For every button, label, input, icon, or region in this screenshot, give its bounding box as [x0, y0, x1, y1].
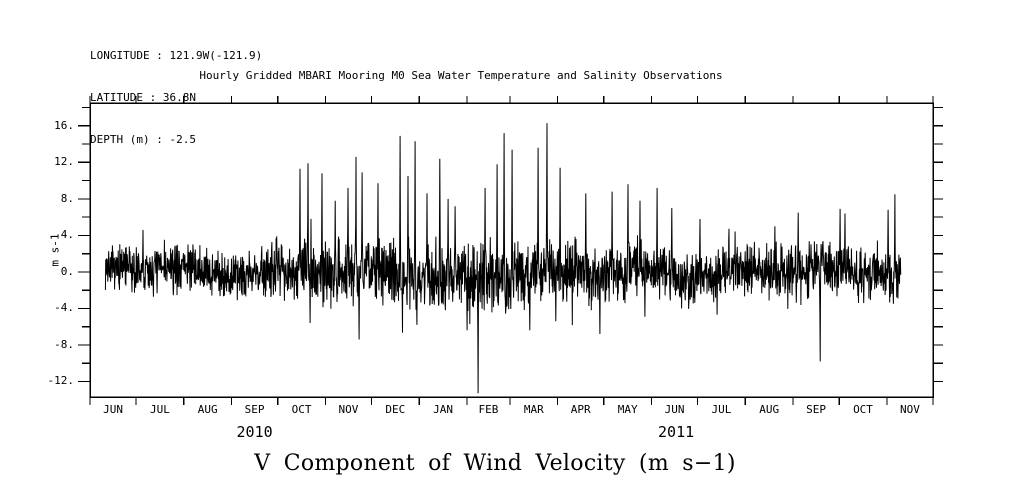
x-year-label: 2010 — [236, 423, 273, 441]
x-month-label: JUL — [711, 403, 732, 416]
wind-velocity-series-line — [104, 123, 902, 394]
x-month-label: FEB — [478, 403, 499, 416]
x-month-label: OCT — [291, 403, 312, 416]
x-month-label: AUG — [759, 403, 780, 416]
y-tick-label: 4. — [60, 228, 74, 242]
x-month-label: MAY — [617, 403, 638, 416]
x-month-label: APR — [570, 403, 591, 416]
header-metadata: LONGITUDE : 121.9W(-121.9) LATITUDE : 36… — [90, 21, 262, 175]
longitude-readout: LONGITUDE : 121.9W(-121.9) — [90, 49, 263, 62]
x-month-label: NOV — [338, 403, 359, 416]
y-tick-label: -8. — [54, 337, 74, 351]
latitude-readout: LATITUDE : 36.8N — [90, 91, 196, 104]
x-month-label: MAR — [523, 403, 544, 416]
y-tick-label: -12. — [47, 374, 75, 388]
x-month-label: SEP — [806, 403, 827, 416]
x-month-label: NOV — [899, 403, 920, 416]
x-month-label: OCT — [853, 403, 873, 416]
y-tick-label: 0. — [60, 264, 74, 278]
x-month-label: SEP — [244, 403, 265, 416]
x-month-label: JUL — [150, 403, 170, 416]
y-tick-label: 12. — [54, 155, 74, 169]
plot-title: Hourly Gridded MBARI Mooring M0 Sea Wate… — [199, 69, 723, 82]
x-month-label: JUN — [664, 403, 685, 416]
y-tick-label: -4. — [54, 301, 74, 315]
plot-frame — [89, 102, 934, 398]
x-month-label: JUN — [103, 403, 123, 416]
variable-title: V Component of Wind Velocity (m s−1) — [254, 451, 736, 476]
depth-readout: DEPTH (m) : -2.5 — [90, 133, 196, 146]
x-month-label: AUG — [197, 403, 218, 416]
y-tick-label: 8. — [60, 191, 74, 205]
x-month-label: DEC — [385, 403, 406, 416]
x-year-label: 2011 — [658, 423, 695, 441]
x-month-label: JAN — [433, 403, 453, 416]
y-tick-label: 16. — [54, 118, 74, 132]
